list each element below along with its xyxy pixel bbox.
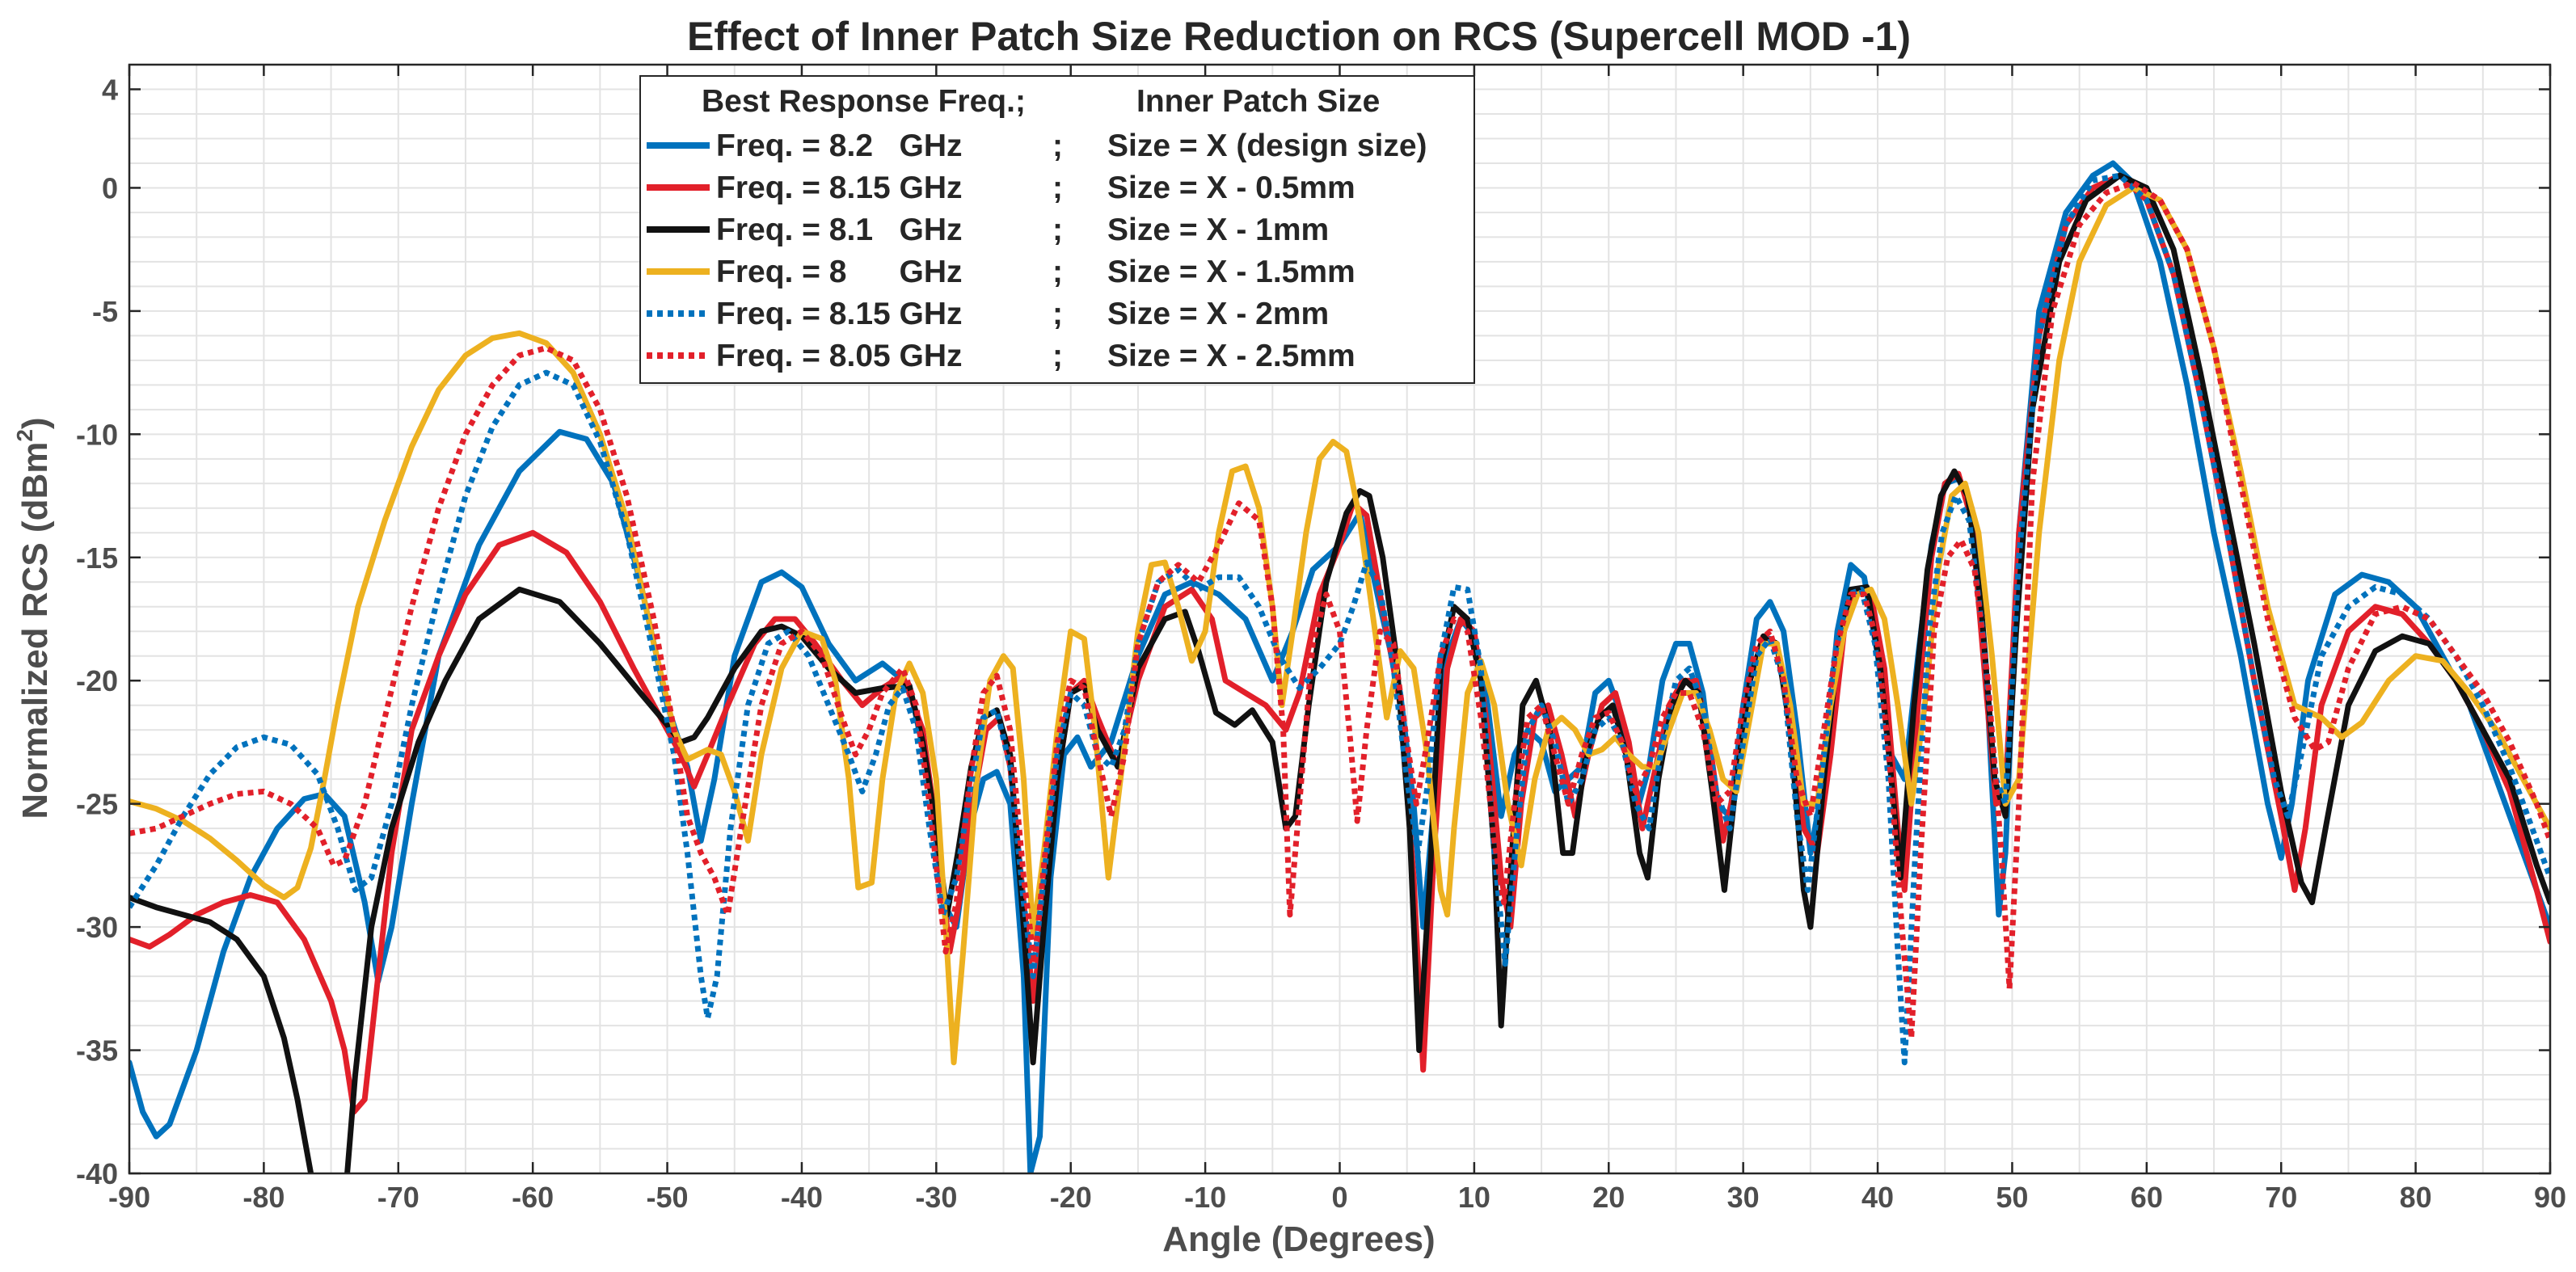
legend-freq-5: Freq. = 8.15 GHz — [716, 297, 963, 331]
x-tick-label: 70 — [2265, 1181, 2297, 1214]
legend-size-6: Size = X - 2.5mm — [1107, 339, 1355, 373]
y-tick-label: -20 — [76, 664, 118, 697]
x-tick-label: 10 — [1458, 1181, 1490, 1214]
x-tick-label: -10 — [1184, 1181, 1226, 1214]
legend-separator-3: ; — [1052, 213, 1063, 247]
x-tick-label: -20 — [1050, 1181, 1092, 1214]
x-tick-label: 60 — [2131, 1181, 2163, 1214]
y-tick-label: 4 — [102, 73, 118, 106]
y-axis-label-superscript: 2 — [12, 429, 37, 442]
axis-ticks: -90 -80 -70 -60 -50 -40 -30 -20 -10 0 10 20 30 40 50 60… — [76, 65, 2566, 1214]
y-axis-label: Normalized RCS (dBm2) — [12, 417, 55, 819]
legend-size-4: Size = X - 1.5mm — [1107, 255, 1355, 289]
chart-title: Effect of Inner Patch Size Reduction on … — [687, 14, 1911, 59]
legend-separator-2: ; — [1052, 171, 1063, 205]
series-line-6 — [129, 179, 2550, 1041]
legend-size-3: Size = X - 1mm — [1107, 213, 1329, 247]
x-tick-label: -30 — [915, 1181, 957, 1214]
legend-freq-4: Freq. = 8 GHz — [716, 255, 963, 289]
series-layer — [129, 160, 2550, 1173]
y-tick-label: -5 — [92, 295, 118, 328]
x-tick-label: -70 — [377, 1181, 419, 1214]
y-tick-label: -30 — [76, 911, 118, 944]
x-tick-label: 90 — [2534, 1181, 2566, 1214]
legend-entries: Freq. = 8.2 GHz; Size = X (design size) Fr… — [647, 128, 1427, 373]
y-tick-label: -35 — [76, 1034, 118, 1068]
legend-freq-3: Freq. = 8.1 GHz — [716, 213, 963, 247]
series-line-5 — [129, 172, 2550, 1066]
legend-box — [639, 75, 1475, 384]
x-tick-label: 50 — [1996, 1181, 2028, 1214]
legend-size-5: Size = X - 2mm — [1107, 297, 1329, 331]
legend-freq-2: Freq. = 8.15 GHz — [716, 171, 963, 205]
x-tick-label: 30 — [1727, 1181, 1760, 1214]
x-tick-label: 0 — [1331, 1181, 1347, 1214]
legend-size-1: Size = X (design size) — [1107, 128, 1427, 163]
x-tick-label: 80 — [2400, 1181, 2432, 1214]
legend-freq-1: Freq. = 8.2 GHz — [716, 128, 963, 163]
y-tick-label: -10 — [76, 418, 118, 451]
x-tick-label: 40 — [1861, 1181, 1894, 1214]
x-tick-label: -50 — [647, 1181, 689, 1214]
legend-separator-5: ; — [1052, 297, 1063, 331]
series-line-4 — [129, 184, 2550, 1066]
y-tick-label: -40 — [76, 1157, 118, 1190]
legend-separator-6: ; — [1052, 339, 1063, 373]
x-tick-label: -40 — [781, 1181, 823, 1214]
y-tick-label: -15 — [76, 541, 118, 575]
x-tick-label: -90 — [108, 1181, 150, 1214]
y-tick-label: -25 — [76, 788, 118, 821]
legend-header-freq: Best Response Freq.; — [702, 84, 1026, 119]
legend-header-size: Inner Patch Size — [1136, 84, 1380, 119]
legend-freq-6: Freq. = 8.05 GHz — [716, 339, 963, 373]
y-axis-label-main: Normalized RCS (dBm — [15, 442, 55, 819]
legend: Best Response Freq.; Inner Patch Size Fr… — [639, 75, 1475, 384]
legend-separator-4: ; — [1052, 255, 1063, 289]
x-tick-label: -80 — [242, 1181, 285, 1214]
legend-size-2: Size = X - 0.5mm — [1107, 171, 1355, 205]
x-axis-label: Angle (Degrees) — [1162, 1219, 1435, 1259]
y-axis-label-close: ) — [15, 417, 55, 429]
y-tick-label: 0 — [102, 171, 118, 204]
x-tick-label: 20 — [1592, 1181, 1625, 1214]
legend-separator-1: ; — [1052, 128, 1063, 163]
x-tick-label: -60 — [512, 1181, 554, 1214]
